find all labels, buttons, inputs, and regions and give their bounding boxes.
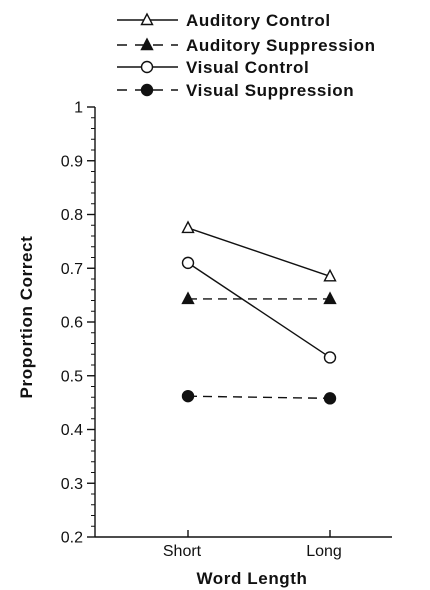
series bbox=[181, 291, 337, 305]
data-point bbox=[181, 256, 195, 270]
series-layer bbox=[181, 220, 337, 405]
legend-label: Auditory Control bbox=[186, 11, 331, 30]
y-tick-label: 0.3 bbox=[61, 476, 83, 493]
y-tick-label: 0.2 bbox=[61, 530, 83, 547]
legend-label: Visual Control bbox=[186, 58, 309, 77]
y-tick-label: 0.8 bbox=[61, 207, 83, 224]
data-point bbox=[323, 351, 337, 364]
x-tick-label: Short bbox=[163, 543, 202, 560]
legend-marker bbox=[140, 12, 154, 26]
data-point bbox=[323, 392, 337, 405]
y-tick-label: 0.9 bbox=[61, 153, 83, 170]
series-line bbox=[187, 227, 331, 277]
y-axis-title: Proportion Correct bbox=[17, 236, 36, 399]
y-tick-label: 0.4 bbox=[61, 422, 83, 439]
legend-label: Auditory Suppression bbox=[186, 36, 376, 55]
legend-item: Auditory Suppression bbox=[117, 36, 376, 55]
x-ticks: Short Long bbox=[163, 530, 342, 560]
series bbox=[181, 256, 337, 364]
series-line bbox=[187, 395, 331, 400]
legend-marker bbox=[140, 37, 154, 51]
data-point bbox=[323, 268, 337, 282]
data-point bbox=[181, 220, 195, 234]
data-point bbox=[181, 389, 195, 403]
y-tick-label: 0.5 bbox=[61, 368, 83, 385]
series bbox=[181, 389, 337, 405]
legend-item: Visual Suppression bbox=[117, 81, 354, 100]
data-point bbox=[323, 291, 337, 305]
y-tick-label: 0.7 bbox=[61, 261, 83, 278]
legend-marker bbox=[140, 60, 154, 74]
legend-marker bbox=[140, 83, 154, 97]
data-point bbox=[181, 291, 195, 305]
legend-item: Visual Control bbox=[117, 58, 309, 77]
legend-item: Auditory Control bbox=[117, 11, 331, 30]
y-tick-label: 0.6 bbox=[61, 315, 83, 332]
legend-label: Visual Suppression bbox=[186, 81, 354, 100]
series bbox=[181, 220, 337, 282]
legend: Auditory Control Auditory Suppression Visu… bbox=[117, 11, 376, 100]
axes bbox=[94, 107, 392, 538]
x-tick-label: Long bbox=[306, 543, 342, 560]
x-axis-title: Word Length bbox=[196, 569, 307, 588]
y-ticks: 0.2 0.3 0.4 0.5 0.6 0.7 0.8 0.9 1 bbox=[61, 100, 95, 547]
series-line bbox=[187, 262, 331, 359]
y-tick-label: 1 bbox=[74, 100, 83, 117]
